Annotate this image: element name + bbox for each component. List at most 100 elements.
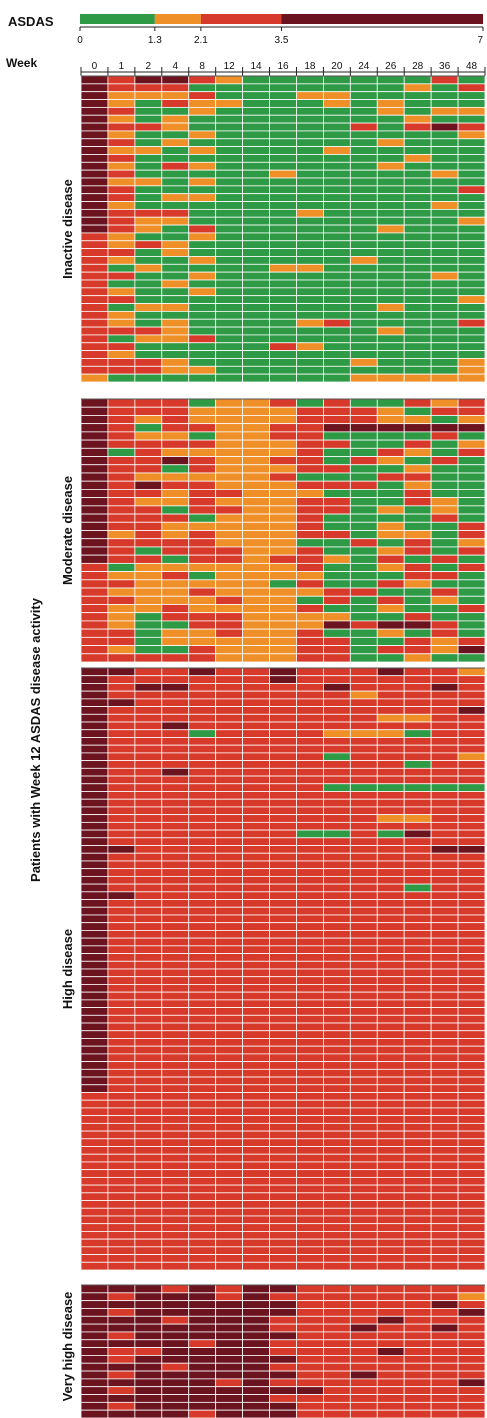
heatmap-cell	[134, 783, 163, 792]
heatmap-cell	[134, 721, 163, 731]
heatmap-cell	[457, 953, 486, 962]
heatmap-cell	[269, 806, 297, 816]
heatmap-cell	[322, 1200, 351, 1209]
heatmap-cell	[322, 752, 351, 762]
heatmap-cell	[215, 845, 244, 854]
heatmap-cell	[80, 161, 109, 171]
heatmap-cell	[457, 798, 486, 808]
heatmap-cell	[376, 1339, 405, 1348]
heatmap-cell	[242, 1308, 270, 1317]
heatmap-cell	[242, 667, 270, 677]
heatmap-cell	[161, 562, 190, 572]
heatmap-cell	[430, 295, 459, 304]
heatmap-cell	[349, 373, 378, 383]
heatmap-cell	[376, 505, 405, 515]
heatmap-cell	[403, 1231, 432, 1240]
patient-row	[80, 1347, 486, 1356]
heatmap-cell	[269, 303, 297, 312]
heatmap-cell	[296, 698, 324, 707]
heatmap-cell	[296, 279, 324, 289]
heatmap-cell	[242, 636, 270, 646]
heatmap-cell	[322, 744, 351, 754]
heatmap-cell	[349, 106, 378, 116]
heatmap-cell	[80, 185, 109, 195]
heatmap-cell	[242, 398, 270, 408]
heatmap-cell	[215, 737, 244, 746]
heatmap-cell	[430, 138, 459, 148]
heatmap-cell	[322, 1092, 351, 1101]
heatmap-cell	[242, 713, 270, 723]
heatmap-cell	[322, 91, 351, 100]
heatmap-cell	[161, 883, 190, 893]
heatmap-cell	[403, 1246, 432, 1255]
heatmap-cell	[242, 984, 270, 993]
heatmap-cell	[107, 798, 136, 808]
heatmap-cell	[242, 350, 270, 359]
heatmap-cell	[349, 114, 378, 124]
heatmap-cell	[269, 620, 297, 630]
legend-color-bar	[79, 14, 484, 31]
heatmap-cell	[134, 1331, 163, 1341]
heatmap-cell	[349, 1300, 378, 1309]
heatmap-cell	[349, 798, 378, 808]
heatmap-cell	[242, 303, 270, 312]
heatmap-cell	[349, 554, 378, 564]
heatmap-cell	[269, 1115, 297, 1124]
heatmap-cell	[269, 868, 297, 877]
heatmap-cell	[430, 1215, 459, 1225]
heatmap-cell	[215, 106, 244, 116]
heatmap-cell	[457, 829, 486, 839]
heatmap-cell	[457, 406, 486, 416]
heatmap-cell	[134, 161, 163, 171]
heatmap-cell	[161, 1161, 190, 1171]
heatmap-cell	[349, 1308, 378, 1317]
heatmap-cell	[161, 1122, 190, 1132]
heatmap-cell	[215, 675, 244, 684]
heatmap-cell	[349, 875, 378, 885]
heatmap-cell	[322, 1246, 351, 1255]
heatmap-cell	[215, 760, 244, 769]
patient-row	[80, 729, 486, 738]
heatmap-cell	[349, 604, 378, 614]
heatmap-cell	[269, 521, 297, 531]
heatmap-cell	[430, 1084, 459, 1093]
heatmap-cell	[457, 138, 486, 148]
heatmap-cell	[322, 201, 351, 210]
heatmap-cell	[403, 1122, 432, 1132]
heatmap-cell	[430, 767, 459, 777]
heatmap-cell	[134, 852, 163, 862]
heatmap-cell	[457, 1331, 486, 1341]
heatmap-cell	[269, 75, 297, 85]
heatmap-cell	[322, 1030, 351, 1039]
heatmap-cell	[242, 767, 270, 777]
heatmap-cell	[430, 706, 459, 715]
heatmap-cell	[80, 138, 109, 148]
heatmap-cell	[188, 775, 217, 785]
heatmap-cell	[107, 814, 136, 823]
heatmap-cell	[403, 538, 432, 548]
heatmap-cell	[242, 683, 270, 692]
heatmap-cell	[134, 342, 163, 352]
heatmap-cell	[80, 999, 109, 1008]
heatmap-cell	[80, 334, 109, 344]
heatmap-cell	[376, 1401, 405, 1411]
heatmap-cell	[188, 1339, 217, 1348]
heatmap-cell	[134, 914, 163, 924]
heatmap-cell	[80, 645, 109, 655]
heatmap-cell	[457, 845, 486, 854]
heatmap-cell	[349, 991, 378, 1001]
heatmap-cell	[376, 1184, 405, 1194]
heatmap-cell	[215, 922, 244, 931]
heatmap-cell	[107, 232, 136, 242]
heatmap-cell	[322, 114, 351, 124]
patient-row	[80, 406, 486, 416]
heatmap-cell	[215, 480, 244, 490]
heatmap-cell	[322, 122, 351, 132]
heatmap-cell	[161, 256, 190, 265]
heatmap-cell	[349, 1394, 378, 1403]
heatmap-cell	[322, 937, 351, 947]
heatmap-cell	[161, 775, 190, 785]
heatmap-cell	[188, 1362, 217, 1372]
heatmap-cell	[349, 653, 378, 663]
heatmap-cell	[403, 960, 432, 970]
